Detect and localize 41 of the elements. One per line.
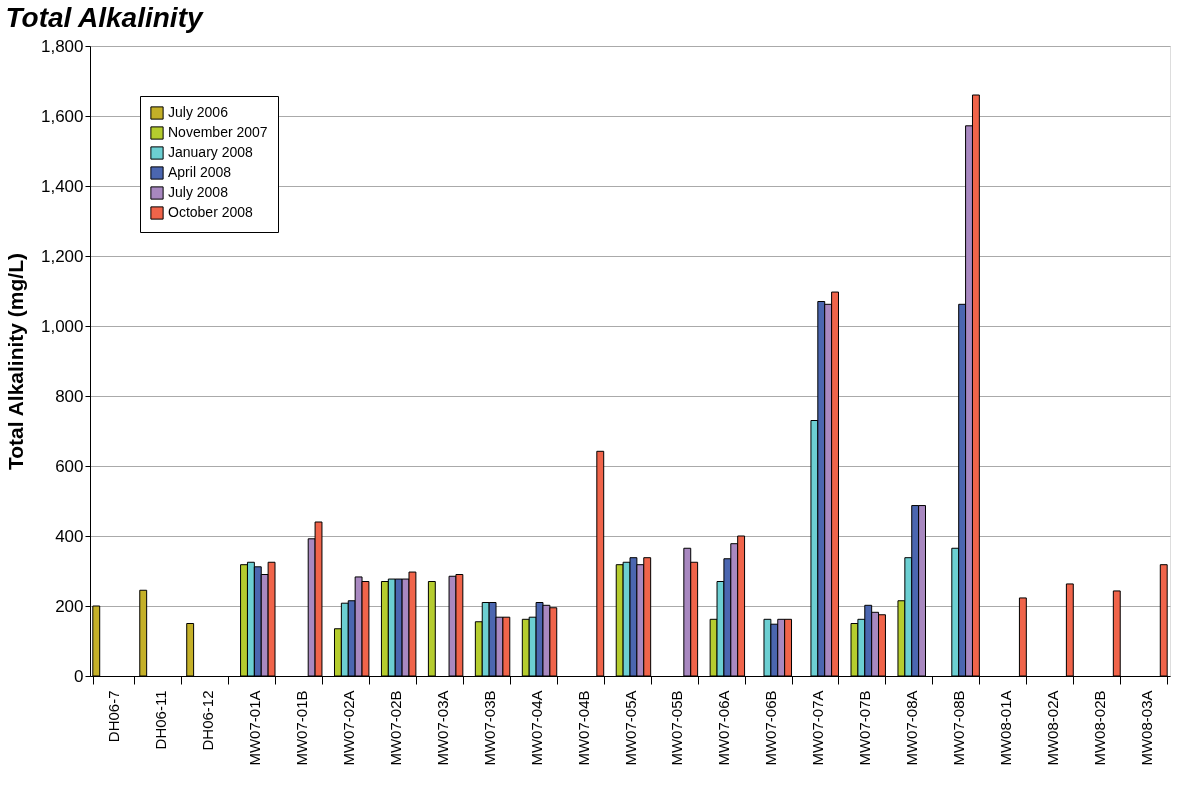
x-tick-label: MW08-01A bbox=[997, 690, 1015, 766]
x-tick-label: MW07-01B bbox=[292, 690, 310, 766]
x-tick-label: MW08-02B bbox=[1091, 690, 1109, 766]
legend-label: July 2008 bbox=[168, 184, 229, 200]
y-tick-label: 600 bbox=[55, 456, 84, 476]
legend-label: November 2007 bbox=[168, 124, 268, 140]
x-tick-label: MW07-06A bbox=[715, 690, 733, 766]
x-tick-label: DH06-11 bbox=[151, 690, 169, 750]
legend-label: July 2006 bbox=[168, 104, 229, 120]
y-tick-label: 1,400 bbox=[40, 176, 84, 196]
x-tick-label: MW08-02A bbox=[1044, 690, 1062, 766]
x-tick-label: MW07-06B bbox=[762, 690, 780, 766]
y-tick-label: 400 bbox=[55, 526, 84, 546]
x-tick-label: MW07-03A bbox=[433, 690, 451, 766]
y-axis-title: Total Alkalinity (mg/L) bbox=[3, 252, 27, 471]
x-tick-label: MW07-04B bbox=[574, 690, 592, 766]
x-tick-label: MW07-03B bbox=[480, 690, 498, 766]
x-tick-label: MW07-02A bbox=[339, 690, 357, 766]
x-tick-label: MW07-08B bbox=[950, 690, 968, 766]
y-tick-label: 1,800 bbox=[40, 36, 84, 56]
x-tick-label: MW07-07B bbox=[856, 690, 874, 766]
y-tick-label: 200 bbox=[55, 596, 84, 616]
x-tick-label: MW07-08A bbox=[903, 690, 921, 766]
x-tick-label: MW07-01A bbox=[245, 690, 263, 766]
x-tick-label: DH06-7 bbox=[104, 690, 122, 743]
x-tick-label: MW07-04A bbox=[527, 690, 545, 766]
legend-label: October 2008 bbox=[168, 204, 254, 220]
x-tick-label: MW07-05B bbox=[668, 690, 686, 766]
y-tick-label: 800 bbox=[55, 386, 84, 406]
legend-label: April 2008 bbox=[168, 164, 232, 180]
chart-title: Total Alkalinity bbox=[5, 2, 204, 33]
y-tick-label: 1,600 bbox=[40, 106, 84, 126]
x-tick-label: DH06-12 bbox=[198, 690, 216, 751]
x-tick-label: MW07-02B bbox=[386, 690, 404, 766]
y-tick-label: 0 bbox=[74, 666, 84, 686]
y-tick-label: 1,200 bbox=[40, 246, 84, 266]
x-tick-label: MW07-07A bbox=[809, 690, 827, 766]
x-tick-label: MW07-05A bbox=[621, 690, 639, 766]
y-tick-label: 1,000 bbox=[40, 316, 84, 336]
x-tick-label: MW08-03A bbox=[1138, 690, 1156, 766]
legend-label: January 2008 bbox=[168, 144, 254, 160]
